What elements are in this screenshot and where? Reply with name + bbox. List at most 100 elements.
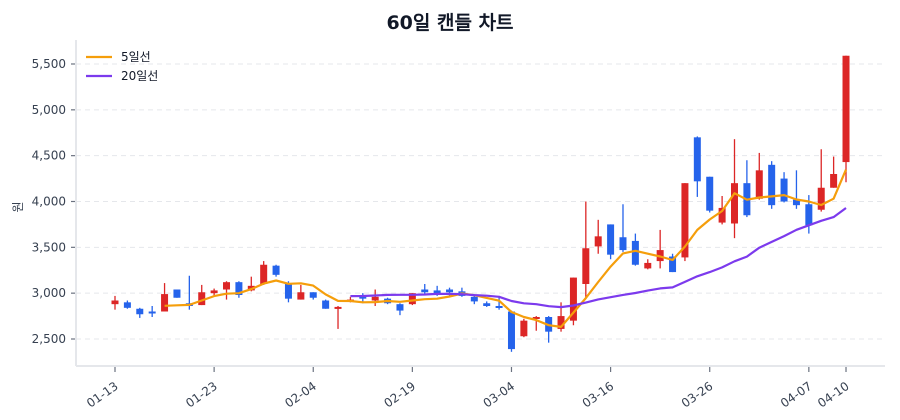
candle [582, 201, 590, 298]
candle-body [532, 316, 540, 319]
candle-body [408, 293, 416, 305]
candle-body [582, 248, 590, 284]
candle-body [718, 207, 726, 223]
candle-body [260, 264, 268, 284]
candle-body [421, 289, 429, 293]
candle [507, 310, 515, 352]
candle [371, 289, 379, 306]
candle [656, 229, 664, 269]
chart-title: 60일 캔들 차트 [386, 12, 514, 34]
candle-body [309, 292, 317, 298]
candle-body [619, 237, 627, 251]
candle [495, 295, 503, 310]
candle [768, 161, 776, 209]
x-axis: 01-13 01-23 02-04 02-19 03-04 03-16 03-26 04-07… [76, 365, 885, 410]
moving-average-lines [164, 169, 848, 328]
y-axis: 2,500 3,000 3,500 4,000 4,500 5,000 5,500 [32, 40, 77, 366]
candle-body [446, 289, 454, 293]
candle-body [706, 176, 714, 211]
candle-body [669, 256, 677, 273]
y-axis-label: 원 [11, 201, 25, 212]
candle [532, 316, 540, 331]
candle-body [284, 283, 292, 299]
candle [706, 176, 714, 213]
candle-body [148, 311, 156, 314]
candle [669, 253, 677, 273]
candle-body [223, 282, 231, 290]
candle-body [433, 290, 441, 295]
candle-body [161, 294, 169, 312]
candle [123, 300, 131, 309]
x-tick-label: 04-10 [815, 379, 852, 410]
candle-body [817, 187, 825, 210]
x-tick-label: 02-04 [282, 379, 319, 410]
candle-body [805, 204, 813, 226]
candle [148, 305, 156, 317]
candle [520, 318, 528, 338]
candle [619, 204, 627, 252]
candle-body [210, 290, 218, 294]
candle-body [495, 305, 503, 308]
candle-body [198, 292, 206, 306]
candle [111, 295, 119, 310]
candle [334, 305, 342, 329]
grid-lines [76, 63, 885, 340]
legend-label: 20일선 [121, 69, 158, 83]
candle-body [371, 296, 379, 301]
x-tick-label: 01-23 [183, 379, 220, 410]
candle [830, 156, 838, 188]
candle [792, 170, 800, 209]
candle [755, 152, 763, 200]
candle [198, 284, 206, 306]
y-tick-label: 3,000 [32, 286, 66, 300]
candle-body [334, 306, 342, 309]
x-tick-label: 04-07 [778, 379, 815, 410]
ma5-line [164, 169, 848, 328]
candles [111, 55, 850, 352]
candle-body [272, 265, 280, 275]
candle [483, 301, 491, 307]
candle-body [780, 178, 788, 202]
ma20-line [350, 207, 847, 309]
candle-body [569, 277, 577, 321]
candle-body [557, 316, 565, 329]
candle [693, 136, 701, 197]
candle-body [681, 183, 689, 258]
y-tick-label: 4,000 [32, 194, 66, 208]
candle [235, 281, 243, 298]
y-tick-label: 5,000 [32, 103, 66, 117]
candle [322, 299, 330, 309]
candle [817, 149, 825, 212]
candle [594, 219, 602, 254]
y-tick-label: 2,500 [32, 332, 66, 346]
candle [396, 303, 404, 316]
candle [607, 224, 615, 260]
candle-body [470, 296, 478, 302]
candle-body [111, 300, 119, 305]
x-tick-label: 01-13 [84, 379, 121, 410]
candle [421, 283, 429, 295]
legend-label: 5일선 [121, 50, 151, 64]
candle [644, 259, 652, 270]
y-tick-label: 3,500 [32, 240, 66, 254]
candle [731, 139, 738, 239]
candle [842, 55, 850, 183]
y-tick-label: 4,500 [32, 149, 66, 163]
candle-body [483, 303, 491, 306]
candle [743, 160, 751, 218]
candle [569, 277, 577, 326]
x-tick-label: 03-04 [481, 379, 518, 410]
candle-body [768, 164, 776, 206]
x-tick-label: 03-26 [679, 379, 716, 410]
candle-body [842, 55, 850, 163]
candle-body [173, 289, 181, 298]
candle [161, 283, 169, 312]
candle-body [693, 137, 701, 182]
candle [631, 233, 639, 266]
candle [136, 307, 144, 318]
candle-body [607, 224, 615, 255]
candle-body [731, 183, 738, 224]
candle [173, 289, 181, 298]
x-tick-label: 02-19 [381, 379, 418, 410]
candle [470, 295, 478, 305]
